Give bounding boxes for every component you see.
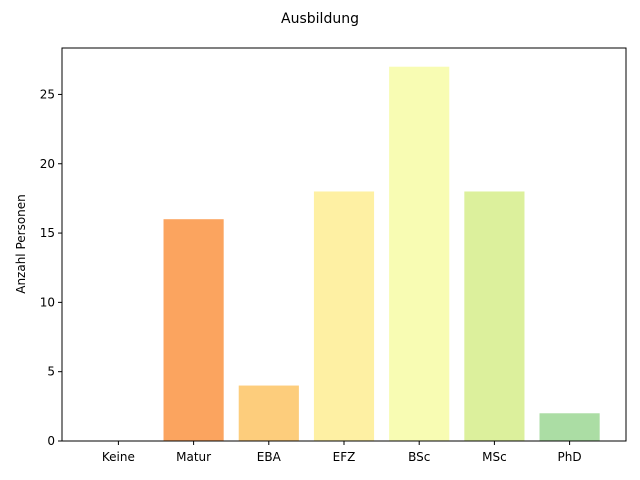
- bar-msc: [464, 191, 525, 441]
- y-axis-label: Anzahl Personen: [14, 194, 28, 294]
- x-tick-label: Matur: [176, 450, 211, 464]
- bar-bsc: [389, 66, 450, 441]
- y-tick-label: 15: [40, 226, 55, 240]
- y-axis: 0 5 10 15 20 25: [40, 87, 62, 448]
- y-tick-label: 10: [40, 295, 55, 309]
- bar-efz: [313, 191, 375, 441]
- y-tick-label: 5: [47, 365, 55, 379]
- chart-title: Ausbildung: [281, 11, 359, 27]
- x-tick-label: Keine: [102, 450, 135, 464]
- x-tick-label: PhD: [558, 450, 582, 464]
- y-tick-label: 25: [40, 87, 55, 101]
- x-tick-label: EBA: [257, 450, 282, 464]
- bars: [163, 66, 600, 441]
- x-axis: Keine Matur EBA EFZ BSc MSc PhD: [102, 441, 582, 464]
- x-tick-label: EFZ: [333, 450, 356, 464]
- x-tick-label: BSc: [408, 450, 430, 464]
- bar-phd: [539, 413, 600, 441]
- y-tick-label: 0: [47, 434, 55, 448]
- bar-eba: [238, 385, 299, 441]
- bar-matur: [163, 219, 224, 441]
- y-tick-label: 20: [40, 157, 55, 171]
- x-tick-label: MSc: [482, 450, 507, 464]
